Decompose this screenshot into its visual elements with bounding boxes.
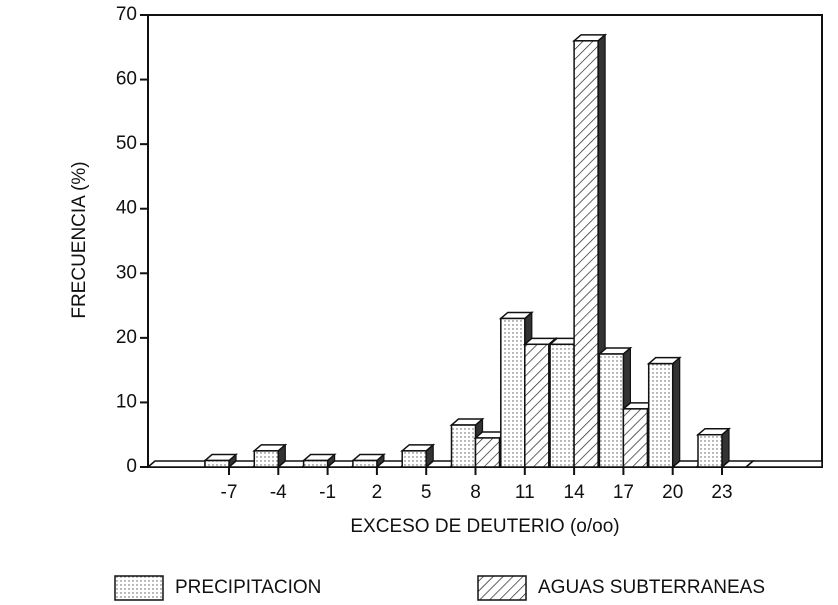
x-tick-label: 11 [515,482,535,503]
legend-label: PRECIPITACION [175,577,321,598]
x-tick-label: 8 [470,482,481,503]
y-tick-label: 60 [116,69,137,90]
x-tick-label: 17 [613,482,634,503]
bar [549,343,575,468]
x-tick-label: -7 [221,482,238,503]
x-tick-label: 23 [711,482,732,503]
y-tick-label: 70 [116,4,137,25]
bar [697,433,723,468]
bar [474,437,501,468]
y-tick-label: 0 [126,456,137,477]
floor [743,460,823,468]
legend-swatch [114,575,164,601]
bar [450,424,477,468]
bar [573,40,599,468]
x-tick-label: -4 [270,482,287,503]
bar [253,450,280,468]
bar [204,459,230,468]
x-axis-label: EXCESO DE DEUTERIO (o/oo) [350,516,619,537]
floor [145,460,206,468]
bar [500,317,526,468]
legend-swatch [477,575,527,601]
x-tick-label: -1 [319,482,336,503]
x-tick-label: 20 [662,482,683,503]
bar [622,408,649,468]
bar [401,450,427,468]
bar-top [719,460,756,468]
bar [598,353,625,468]
y-axis-label: FRECUENCIA (%) [69,161,90,318]
bar [647,362,674,468]
x-tick-label: 2 [372,482,383,503]
bar [302,459,329,468]
bar [352,459,378,468]
legend-label: AGUAS SUBTERRANEAS [538,577,765,598]
y-tick-label: 20 [116,327,137,348]
y-tick-label: 10 [116,391,137,412]
plot-frame [147,14,823,468]
y-tick-label: 50 [116,133,137,154]
y-tick-label: 40 [116,198,137,219]
x-tick-label: 14 [564,482,586,503]
bar-side [672,356,681,469]
bar [524,343,550,468]
y-tick-label: 30 [116,262,137,283]
x-tick-label: 5 [421,482,432,503]
